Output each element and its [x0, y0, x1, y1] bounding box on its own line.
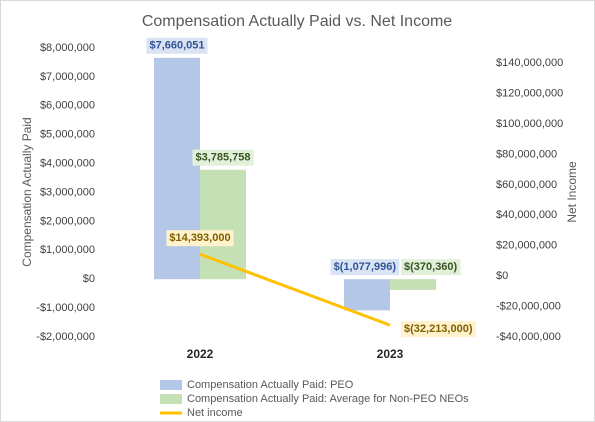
- data-label: $14,393,000: [169, 232, 230, 244]
- legend-label: Net income: [187, 407, 243, 419]
- bar: [390, 279, 436, 290]
- bar: [344, 279, 390, 311]
- y2-tick-label: $80,000,000: [496, 148, 557, 160]
- y-tick-label: $6,000,000: [40, 100, 95, 112]
- y-tick-label: $2,000,000: [40, 215, 95, 227]
- y-tick-label: -$2,000,000: [36, 331, 95, 343]
- y2-tick-label: -$40,000,000: [496, 331, 561, 343]
- data-label: $3,785,758: [195, 152, 250, 164]
- y-tick-label: $1,000,000: [40, 244, 95, 256]
- data-label-box: [401, 259, 461, 276]
- data-label-box: [401, 321, 476, 338]
- y2-tick-label: $100,000,000: [496, 118, 563, 130]
- data-label-box: [166, 230, 234, 247]
- x-tick-label: 2023: [377, 347, 404, 361]
- y-axis-title: Compensation Actually Paid: [20, 117, 34, 266]
- data-label: $(32,213,000): [404, 323, 473, 335]
- legend-label: Compensation Actually Paid: Average for …: [187, 393, 469, 405]
- y-tick-label: $5,000,000: [40, 129, 95, 141]
- legend-swatch: [160, 394, 182, 404]
- y2-tick-label: $60,000,000: [496, 179, 557, 191]
- y-tick-label: $4,000,000: [40, 158, 95, 170]
- y-tick-label: -$1,000,000: [36, 302, 95, 314]
- data-label-box: [146, 37, 208, 54]
- line: [199, 252, 391, 327]
- y2-axis-title: Net Income: [565, 161, 579, 223]
- legend-label: Compensation Actually Paid: PEO: [187, 379, 354, 391]
- y-tick-label: $0: [83, 273, 95, 285]
- x-tick-label: 2022: [187, 347, 214, 361]
- y2-tick-label: $120,000,000: [496, 88, 563, 100]
- y-tick-label: $7,000,000: [40, 71, 95, 83]
- y-tick-label: $8,000,000: [40, 42, 95, 54]
- data-label: $(1,077,996): [334, 261, 397, 273]
- data-label: $(370,360): [404, 261, 458, 273]
- y2-tick-label: -$20,000,000: [496, 300, 561, 312]
- y2-tick-label: $20,000,000: [496, 240, 557, 252]
- bar: [200, 169, 246, 280]
- data-label-box: [192, 149, 254, 166]
- legend-swatch: [160, 380, 182, 390]
- data-label: $7,660,051: [149, 40, 204, 52]
- y2-tick-label: $40,000,000: [496, 209, 557, 221]
- y-tick-label: $3,000,000: [40, 186, 95, 198]
- y2-tick-label: $140,000,000: [496, 57, 563, 69]
- chart-title: Compensation Actually Paid vs. Net Incom…: [142, 13, 452, 30]
- y2-tick-label: $0: [496, 270, 508, 282]
- data-label-box: [330, 259, 400, 276]
